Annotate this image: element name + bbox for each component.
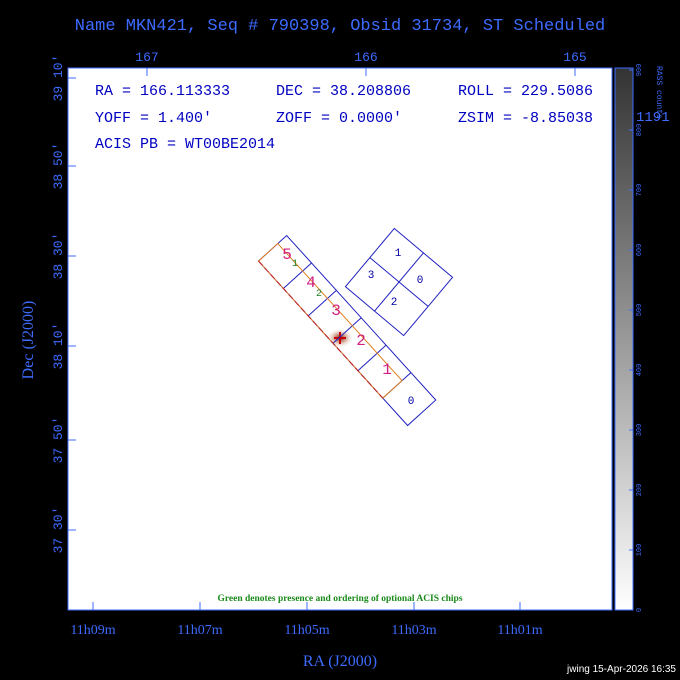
top-tick-label: 167: [135, 50, 158, 65]
chip-label: 4: [306, 274, 316, 292]
info-text: ROLL = 229.5086: [458, 83, 593, 100]
bottom-tick-label: 11h07m: [177, 623, 222, 638]
optional-chip-label: 1: [292, 259, 298, 270]
left-tick-label: 38 30': [51, 233, 66, 280]
s-array: [257, 234, 437, 427]
info-text: RA = 166.113333: [95, 83, 230, 100]
optional-chip-label: 2: [316, 289, 322, 300]
left-tick-label: 38 10': [51, 323, 66, 370]
colorbar-tick-label: 400: [636, 364, 644, 377]
info-text: ACIS PB = WT00BE2014: [95, 136, 275, 153]
info-text: ZSIM = -8.85038: [458, 110, 593, 127]
chip-label: 3: [368, 270, 375, 282]
left-tick-label: 38 50': [51, 143, 66, 190]
x-title: RA (J2000): [303, 653, 377, 670]
info-text: ZOFF = 0.0000': [276, 110, 402, 127]
colorbar-tick-label: 100: [636, 544, 644, 557]
chip-label: 1: [382, 361, 392, 379]
colorbar-tick-label: 600: [636, 244, 644, 257]
bottom-tick-label: 11h01m: [497, 623, 542, 638]
footer: jwing 15-Apr-2026 16:35: [566, 664, 676, 675]
chip-label: 3: [331, 302, 341, 320]
colorbar: [614, 67, 634, 611]
chip-label: 0: [417, 275, 424, 287]
colorbar-label: RASS counts: [654, 66, 663, 119]
left-tick-label: 37 30': [51, 507, 66, 554]
info-text: DEC = 38.208806: [276, 83, 411, 100]
chip-label: 0: [408, 396, 415, 408]
colorbar-tick-label: 500: [636, 304, 644, 317]
top-tick-label: 166: [354, 50, 377, 65]
chip-label: 2: [391, 297, 398, 309]
colorbar-tick-label: 800: [636, 124, 644, 137]
top-tick-label: 165: [563, 50, 586, 65]
info-text: YOFF = 1.400': [95, 110, 212, 127]
left-tick-label: 37 50': [51, 417, 66, 464]
colorbar-tick-label: 300: [636, 424, 644, 437]
colorbar-tick-label: 900: [636, 64, 644, 77]
y-title: Dec (J2000): [20, 301, 37, 380]
title: Name MKN421, Seq # 790398, Obsid 31734, …: [75, 17, 606, 36]
source-marker: [334, 332, 346, 344]
i-array: [344, 227, 454, 337]
colorbar-overflow: 1191: [636, 110, 670, 126]
chip-label: 5: [282, 246, 292, 264]
colorbar-tick-label: 700: [636, 184, 644, 197]
note: Green denotes presence and ordering of o…: [217, 594, 462, 604]
chip-label: 1: [395, 248, 402, 260]
bottom-tick-label: 11h09m: [70, 623, 115, 638]
colorbar-tick-label: 0: [636, 608, 644, 612]
colorbar-tick-label: 200: [636, 484, 644, 497]
left-tick-label: 39 10': [51, 55, 66, 102]
bottom-tick-label: 11h03m: [391, 623, 436, 638]
bottom-tick-label: 11h05m: [284, 623, 329, 638]
chip-label: 2: [356, 332, 366, 350]
